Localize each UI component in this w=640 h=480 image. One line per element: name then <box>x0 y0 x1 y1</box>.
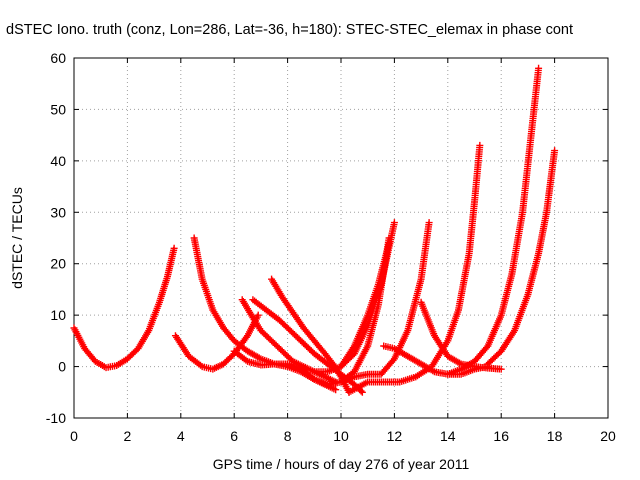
y-tick-label: 20 <box>50 256 66 272</box>
y-tick-label: 50 <box>50 101 66 117</box>
series-6 <box>268 275 353 396</box>
y-tick-label: 60 <box>50 50 66 66</box>
series-point-markers <box>171 311 262 373</box>
series-point-markers <box>484 147 559 368</box>
series-1 <box>70 244 178 372</box>
x-tick-label: 4 <box>177 428 185 444</box>
x-tick-label: 6 <box>230 428 238 444</box>
x-tick-label: 14 <box>440 428 456 444</box>
series-point-markers <box>345 141 484 396</box>
y-tick-label: -10 <box>46 410 66 426</box>
series-2 <box>171 311 262 373</box>
series-14 <box>444 64 543 378</box>
x-tick-label: 8 <box>284 428 292 444</box>
y-axis-label: dSTEC / TECUs <box>9 187 25 289</box>
series-9 <box>337 239 393 371</box>
y-tick-label: 0 <box>58 359 66 375</box>
y-tick-label: 10 <box>50 307 66 323</box>
x-tick-label: 10 <box>333 428 349 444</box>
series-point-markers <box>337 219 433 386</box>
x-tick-label: 16 <box>493 428 509 444</box>
x-tick-label: 12 <box>387 428 403 444</box>
series-point-markers <box>337 239 393 371</box>
chart-title: dSTEC Iono. truth (conz, Lon=286, Lat=-3… <box>6 22 573 38</box>
series-point-markers <box>444 64 543 378</box>
x-tick-label: 2 <box>124 428 132 444</box>
series-15 <box>484 147 559 368</box>
series-point-markers <box>70 244 178 372</box>
series-line <box>487 150 556 365</box>
x-tick-label: 18 <box>547 428 563 444</box>
series-point-markers <box>238 296 340 386</box>
x-tick-label: 0 <box>70 428 78 444</box>
series-10 <box>337 219 433 386</box>
y-tick-label: 30 <box>50 204 66 220</box>
x-axis-label: GPS time / hours of day 276 of year 2011 <box>213 456 470 472</box>
x-tick-label: 20 <box>600 428 616 444</box>
series-line <box>348 145 481 393</box>
data-series <box>70 64 559 396</box>
y-tick-label: 40 <box>50 153 66 169</box>
series-13 <box>417 298 505 373</box>
